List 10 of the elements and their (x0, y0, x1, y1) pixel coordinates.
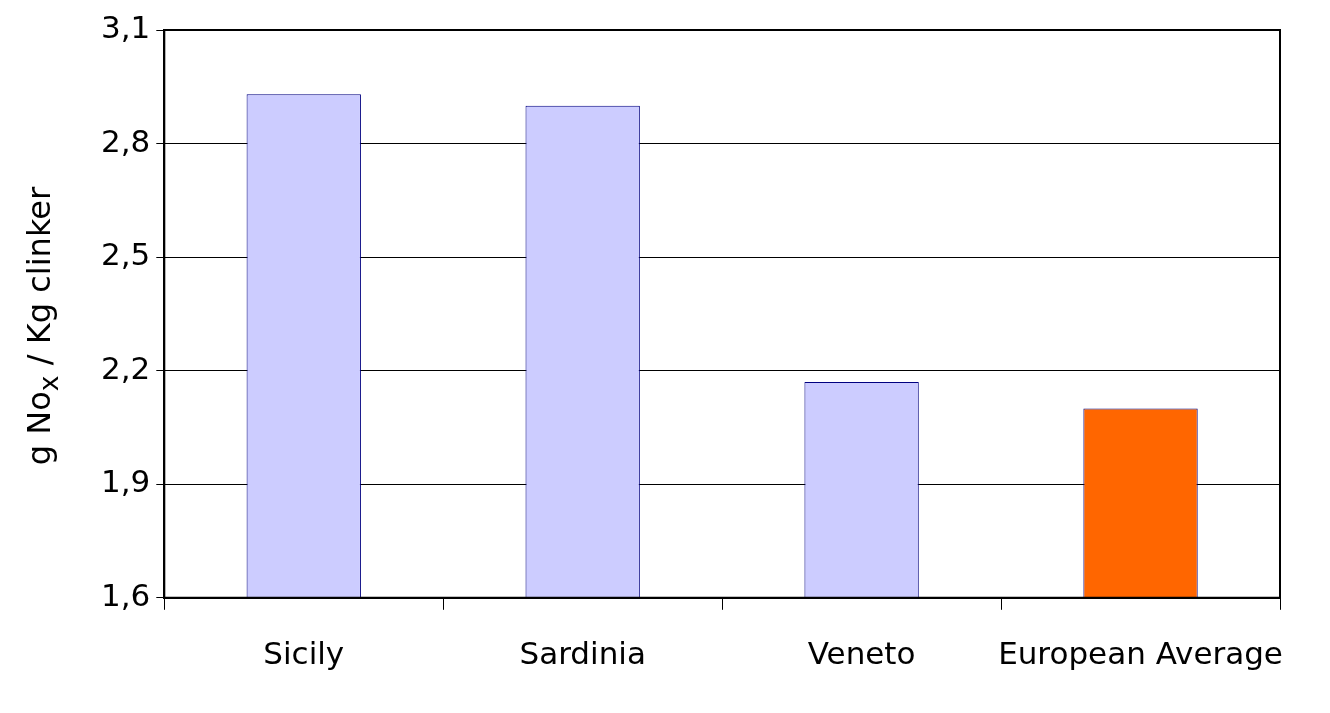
x-tick-label: European Average (998, 635, 1283, 672)
y-tick-label: 1,6 (100, 576, 151, 613)
y-tick-label: 2,2 (100, 349, 151, 386)
x-tick-label: Sicily (263, 635, 345, 672)
x-tick-label: Sardinia (519, 635, 646, 672)
y-tick-label: 2,8 (100, 122, 151, 159)
y-tick-label: 3,1 (100, 9, 151, 46)
y-tick-label: 2,5 (100, 236, 151, 273)
y-tick-label: 1,9 (100, 463, 151, 500)
x-tick-label: Veneto (807, 635, 916, 672)
